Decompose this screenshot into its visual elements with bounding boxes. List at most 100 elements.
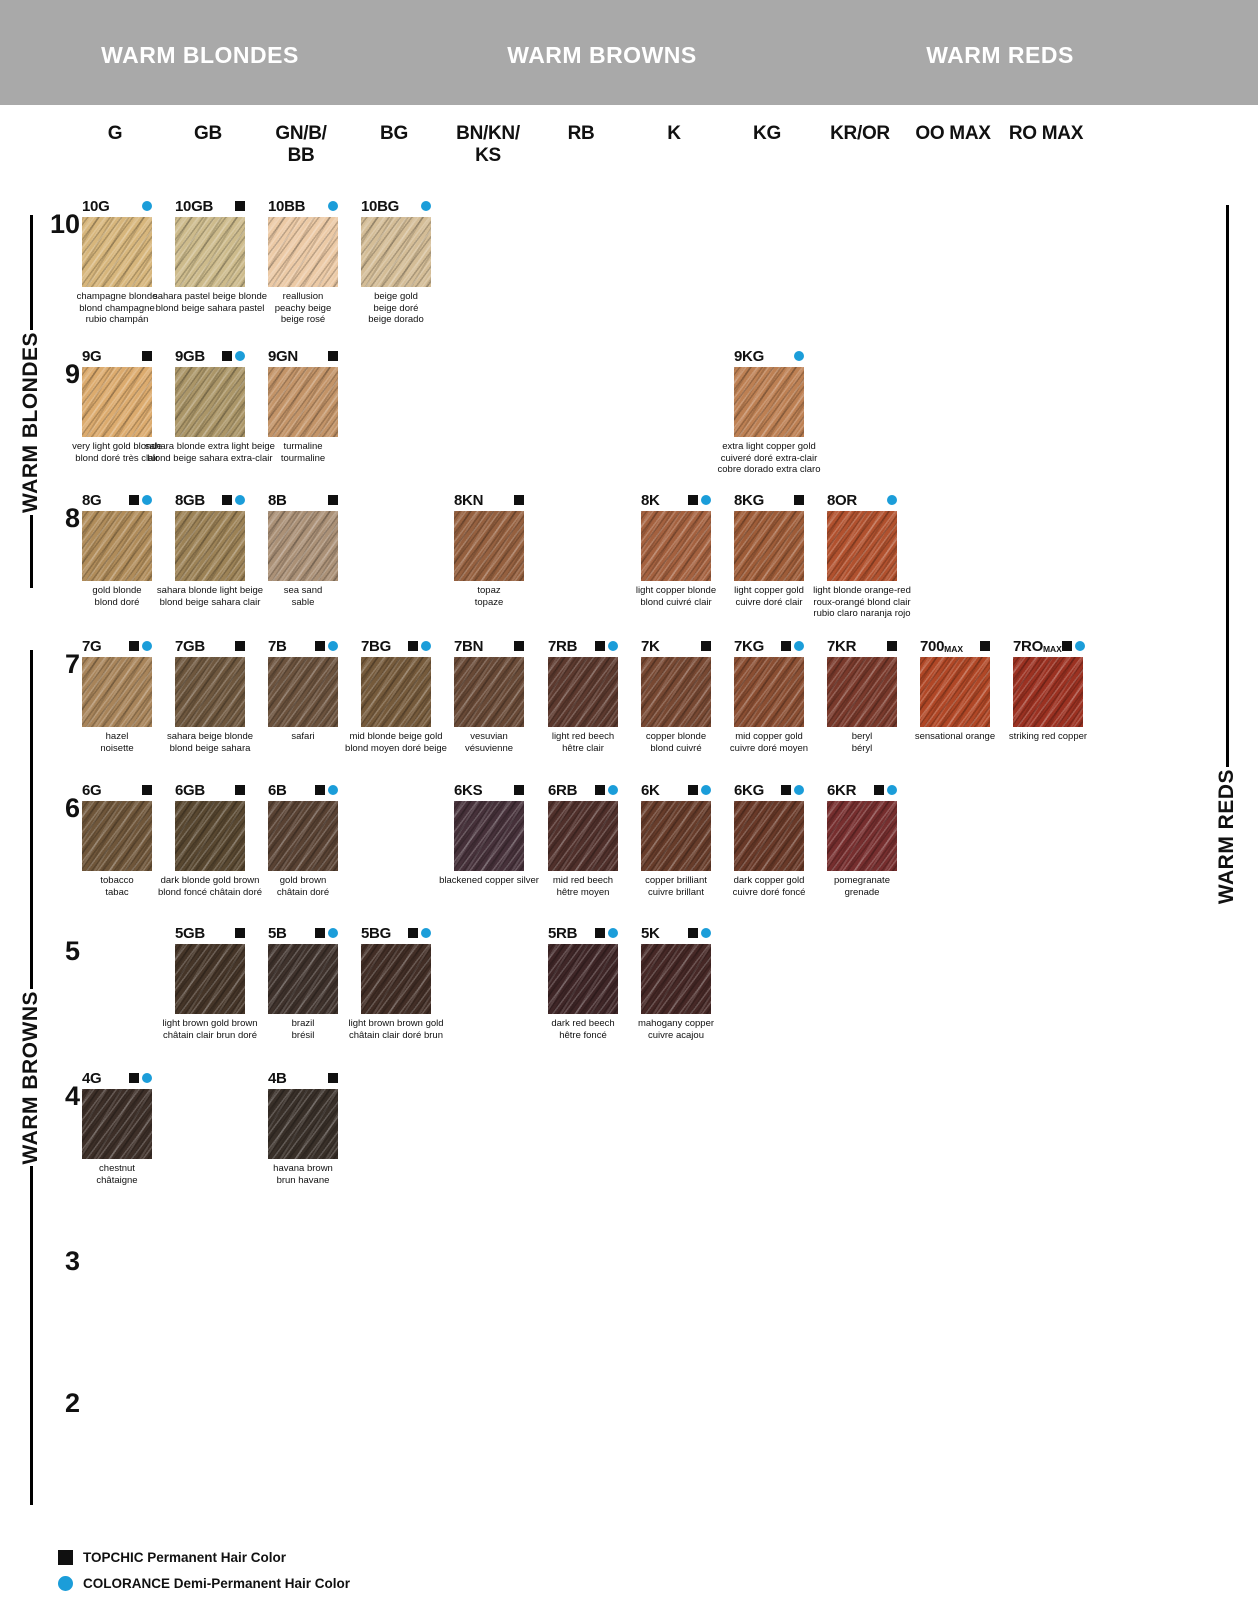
swatch-code: 9GN <box>268 347 298 365</box>
swatch-markers <box>514 495 524 505</box>
swatch-cell: 700MAX sensational orange <box>915 637 995 743</box>
swatch-names: mid copper gold cuivre doré moyen <box>729 731 809 754</box>
swatch-code-row: 7K <box>641 637 711 655</box>
swatch-names: sahara blonde extra light beige blond be… <box>145 441 275 464</box>
colorance-dot-icon <box>701 495 711 505</box>
swatch-cell: 6KR pomegranate grenade <box>827 782 897 898</box>
swatch-code: 8K <box>641 491 660 509</box>
swatch-names: topaz topaze <box>474 585 504 608</box>
column-header-kg: KG <box>753 123 781 144</box>
swatch-markers <box>222 351 245 361</box>
swatch-code-row: 8G <box>82 492 152 509</box>
swatch-code: 7KG <box>734 637 764 655</box>
swatch-cell: 9GN turmaline tourmaline <box>268 348 338 464</box>
swatch-names: striking red copper <box>1008 731 1088 742</box>
swatch-markers <box>328 351 338 361</box>
row-level-7: 7 <box>64 649 80 679</box>
column-header-k: K <box>667 123 681 144</box>
swatch-code: 700MAX <box>920 637 964 655</box>
swatch-code-row: 7BN <box>454 638 524 655</box>
hair-swatch-image <box>268 944 338 1014</box>
header-bar <box>0 0 1258 105</box>
topchic-square-icon <box>781 641 791 651</box>
swatch-names: dark blonde gold brown blond foncé châta… <box>157 875 263 898</box>
swatch-code-row: 10G <box>82 198 152 215</box>
row-level-6: 6 <box>64 793 80 823</box>
swatch-cell: 8OR light blonde orange-red roux-orangé … <box>813 491 911 620</box>
column-header-romax: RO MAX <box>1008 123 1084 144</box>
hair-swatch-image <box>734 657 804 727</box>
hair-swatch-image <box>268 217 338 287</box>
hair-swatch-image <box>82 217 152 287</box>
swatch-cell: 8KG light copper gold cuivre doré clair <box>734 492 804 608</box>
swatch-markers <box>235 928 245 938</box>
swatch-code-row: 4G <box>82 1070 152 1087</box>
swatch-code: 6B <box>268 781 287 799</box>
swatch-code-row: 9G <box>82 348 152 365</box>
swatch-cell: 10GB sahara pastel beige blonde blond be… <box>153 198 267 314</box>
hair-swatch-image <box>641 657 711 727</box>
topchic-square-icon <box>129 1073 139 1083</box>
swatch-names: hazel noisette <box>100 731 134 754</box>
swatch-markers <box>408 928 431 938</box>
colorance-dot-icon <box>328 785 338 795</box>
topchic-square-icon <box>514 785 524 795</box>
swatch-cell: 8K light copper blonde blond cuivré clai… <box>636 491 716 608</box>
swatch-names: sahara pastel beige blonde blond beige s… <box>152 291 268 314</box>
topchic-square-icon <box>701 641 711 651</box>
hair-swatch-image <box>82 801 152 871</box>
colorance-dot-icon <box>794 641 804 651</box>
swatch-markers <box>421 201 431 211</box>
hair-swatch-image <box>268 801 338 871</box>
swatch-cell: 8B sea sand sable <box>268 492 338 608</box>
colorance-dot-icon <box>58 1576 73 1591</box>
swatch-code-row: 7G <box>82 637 152 655</box>
topchic-square-icon <box>235 201 245 211</box>
swatch-names: mid blonde beige gold blond moyen doré b… <box>345 731 447 754</box>
swatch-names: champagne blonde blond champagne rubio c… <box>76 291 158 325</box>
swatch-markers <box>235 785 245 795</box>
swatch-markers <box>595 928 618 938</box>
swatch-markers <box>142 785 152 795</box>
swatch-names: mid red beech hêtre moyen <box>552 875 614 898</box>
hair-swatch-image <box>734 801 804 871</box>
hair-swatch-image <box>361 217 431 287</box>
swatch-cell: 7K copper blonde blond cuivré <box>641 638 711 754</box>
swatch-code: 4B <box>268 1069 287 1087</box>
swatch-code: 8OR <box>827 491 857 509</box>
swatch-names: light brown gold brown châtain clair bru… <box>162 1018 258 1041</box>
hair-swatch-image <box>82 511 152 581</box>
column-header-g: G <box>107 123 123 144</box>
colorance-dot-icon <box>608 641 618 651</box>
topchic-square-icon <box>688 495 698 505</box>
swatch-names: chestnut châtaigne <box>96 1163 138 1186</box>
swatch-cell: 6K copper brilliant cuivre brillant <box>641 782 711 898</box>
swatch-code-row: 7KR <box>827 638 897 655</box>
swatch-markers <box>142 351 152 361</box>
swatch-code-row: 7BG <box>361 638 431 655</box>
row-level-10: 10 <box>49 209 80 239</box>
swatch-code: 7K <box>641 637 660 655</box>
swatch-cell: 10BG beige gold beige doré beige dorado <box>361 198 431 326</box>
swatch-names: light copper blonde blond cuivré clair <box>635 585 717 608</box>
swatch-names: brazil brésil <box>291 1018 315 1041</box>
topchic-square-icon <box>688 785 698 795</box>
section-title-warm-browns: WARM BROWNS <box>507 42 697 68</box>
topchic-square-icon <box>595 785 605 795</box>
section-title-warm-reds: WARM REDS <box>926 42 1074 68</box>
topchic-square-icon <box>408 641 418 651</box>
swatch-markers <box>129 495 152 505</box>
hair-swatch-image <box>175 657 245 727</box>
swatch-code: 7G <box>82 637 102 655</box>
legend-colorance: COLORANCE Demi-Permanent Hair Color <box>58 1576 350 1591</box>
swatch-cell: 7GB sahara beige blonde blond beige saha… <box>167 638 253 754</box>
swatch-code-row: 10GB <box>175 198 245 215</box>
swatch-cell: 8KN topaz topaze <box>454 492 524 608</box>
hair-swatch-image <box>175 944 245 1014</box>
swatch-code-row: 5K <box>641 925 711 942</box>
topchic-square-icon <box>874 785 884 795</box>
colorance-dot-icon <box>328 641 338 651</box>
topchic-square-icon <box>235 928 245 938</box>
side-label-warm-blondes: WARM BLONDES <box>18 215 44 588</box>
swatch-cell: 7B safari <box>268 638 338 743</box>
